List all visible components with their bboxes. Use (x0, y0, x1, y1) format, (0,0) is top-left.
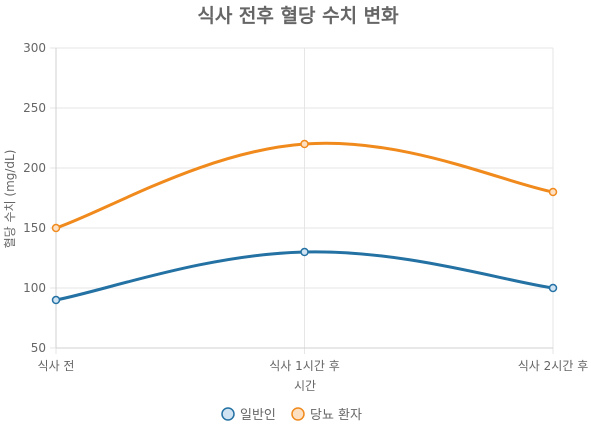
y-tick-label: 200 (23, 161, 46, 175)
x-tick-label: 식사 1시간 후 (269, 359, 339, 373)
chart-title: 식사 전후 혈당 수치 변화 (197, 4, 399, 27)
axes: 50 100 150 200 250 300 식사 전 식사 1시간 후 식사 2시간 후 (23, 41, 588, 373)
y-tick-label: 300 (23, 41, 46, 55)
x-axis-title: 시간 (294, 379, 316, 393)
grid (50, 47, 554, 354)
y-tick-label: 150 (23, 221, 46, 235)
legend-label: 일반인 (240, 408, 276, 423)
legend: 일반인 당뇨 환자 (221, 407, 362, 423)
legend-swatch (291, 407, 305, 421)
data-point (548, 187, 558, 197)
series-1 (51, 247, 558, 305)
y-tick-label: 100 (23, 281, 46, 295)
series (51, 139, 558, 305)
legend-label: 당뇨 환자 (310, 408, 362, 423)
data-point (51, 223, 61, 233)
series-2 (51, 139, 558, 233)
y-tick-label: 50 (31, 341, 46, 355)
data-point (300, 139, 309, 149)
data-point (51, 295, 61, 305)
legend-swatch (221, 407, 235, 421)
y-tick-label: 250 (23, 101, 46, 115)
legend-item: 당뇨 환자 (291, 407, 362, 423)
x-tick-label: 식사 2시간 후 (518, 359, 588, 373)
legend-item: 일반인 (221, 407, 276, 423)
data-point (548, 283, 558, 293)
x-tick-label: 식사 전 (38, 359, 75, 373)
y-axis-title: 혈당 수치 (mg/dL) (3, 150, 17, 249)
data-point (300, 247, 309, 257)
